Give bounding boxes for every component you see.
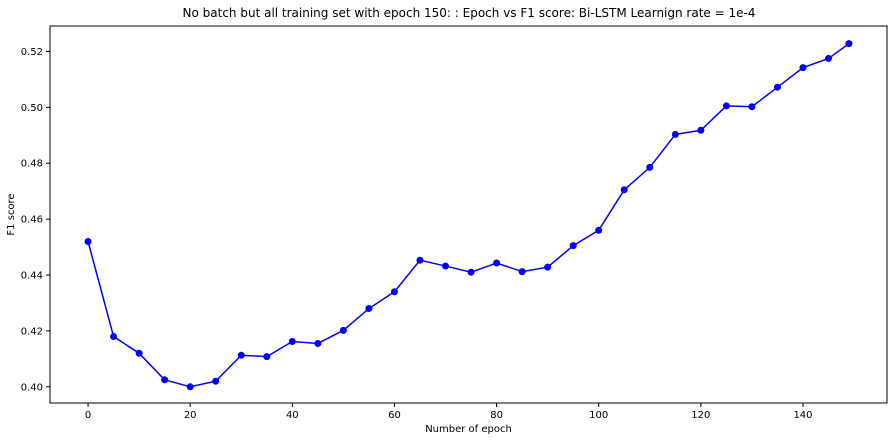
x-tick-label: 120	[691, 410, 710, 421]
plot-area	[50, 26, 887, 403]
data-point	[416, 256, 424, 264]
y-axis: 0.40 0.42 0.44 0.46 0.48 0.50 0.52	[21, 47, 50, 393]
data-point	[442, 262, 450, 270]
x-axis-label: Number of epoch	[425, 424, 512, 435]
data-point	[237, 351, 245, 359]
data-point	[263, 353, 271, 361]
data-point	[339, 326, 347, 334]
x-tick-label: 80	[490, 410, 503, 421]
data-point	[722, 102, 730, 110]
data-point	[135, 349, 143, 357]
y-tick-label: 0.48	[21, 159, 43, 170]
data-point	[467, 268, 475, 276]
x-tick-label: 60	[388, 410, 401, 421]
data-point	[84, 237, 92, 245]
data-point	[365, 305, 373, 313]
data-point	[212, 377, 220, 385]
y-tick-label: 0.52	[21, 47, 43, 58]
data-point	[773, 83, 781, 91]
data-point	[288, 338, 296, 346]
data-point	[161, 376, 169, 384]
x-tick-label: 20	[184, 410, 197, 421]
data-point	[569, 242, 577, 250]
data-point	[799, 64, 807, 72]
y-tick-label: 0.46	[21, 215, 43, 226]
data-point	[595, 226, 603, 234]
data-point	[825, 54, 833, 62]
series-points	[84, 40, 853, 391]
y-tick-label: 0.40	[21, 382, 43, 393]
data-point	[646, 163, 654, 171]
data-point	[748, 103, 756, 111]
x-tick-label: 40	[286, 410, 299, 421]
y-tick-label: 0.50	[21, 103, 43, 114]
data-point	[314, 339, 322, 347]
data-point	[544, 263, 552, 271]
data-point	[493, 259, 501, 267]
y-tick-label: 0.44	[21, 271, 43, 282]
data-point	[845, 40, 853, 48]
x-tick-label: 0	[85, 410, 91, 421]
data-point	[390, 288, 398, 296]
data-point	[697, 126, 705, 134]
x-tick-label: 140	[793, 410, 812, 421]
y-axis-label: F1 score	[6, 193, 17, 235]
data-point	[110, 332, 118, 340]
data-point	[620, 186, 628, 194]
chart-title: No batch but all training set with epoch…	[183, 6, 756, 20]
data-point	[671, 130, 679, 138]
x-tick-label: 100	[589, 410, 608, 421]
x-axis: 0 20 40 60 80 100 120 140	[85, 403, 813, 421]
y-tick-label: 0.42	[21, 326, 43, 337]
data-point	[518, 268, 526, 276]
data-point	[186, 383, 194, 391]
plot-frame	[49, 25, 888, 404]
